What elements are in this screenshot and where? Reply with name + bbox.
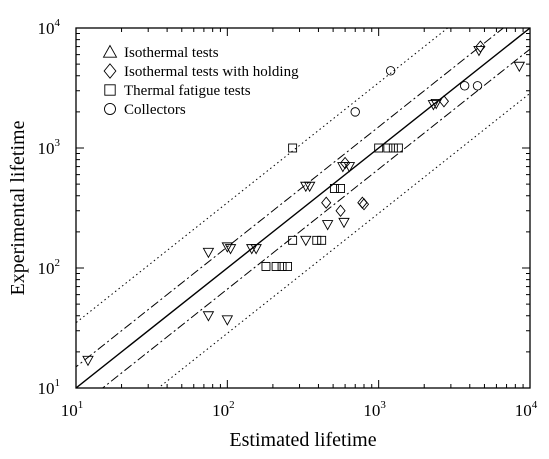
y-tick-label: 103	[38, 137, 61, 158]
x-tick-label: 101	[61, 399, 84, 420]
legend-label: Thermal fatigue tests	[124, 83, 251, 99]
x-tick-label: 104	[515, 399, 538, 420]
data-point-square	[277, 262, 287, 271]
data-point-triangle-down	[338, 217, 350, 229]
data-point-square	[329, 184, 339, 193]
data-point-triangle-down	[337, 162, 349, 173]
data-point-triangle-down	[202, 311, 215, 322]
legend-marker-diamond	[103, 63, 117, 79]
data-point-triangle-down	[221, 242, 234, 253]
data-point-triangle-down	[300, 235, 312, 247]
data-point-triangle-down	[303, 181, 316, 193]
data-point-triangle-down	[321, 220, 334, 231]
data-point-square	[317, 235, 327, 245]
data-point-triangle-down	[202, 247, 215, 259]
data-point-square	[261, 262, 271, 271]
data-point-diamond	[357, 196, 368, 209]
axis-ticks	[75, 28, 530, 389]
legend-label: Collectors	[124, 102, 186, 118]
data-point-square	[271, 262, 281, 271]
x-axis-label: Estimated lifetime	[229, 429, 376, 451]
data-point-triangle-down	[250, 244, 262, 255]
data-point-square	[374, 143, 384, 153]
data-point-circle	[385, 66, 396, 76]
data-point-diamond	[335, 204, 346, 217]
data-point-diamond	[321, 196, 332, 209]
legend-marker-circle	[104, 103, 116, 115]
plot-frame	[75, 27, 531, 389]
data-point-triangle-down	[430, 99, 442, 110]
x-tick-label: 102	[212, 399, 235, 420]
legend-marker-triangle-up	[102, 44, 118, 58]
data-point-square	[288, 143, 298, 153]
data-point-circle	[472, 81, 483, 91]
legend: Isothermal tests Isothermal tests with ho…	[102, 44, 299, 118]
legend-label: Isothermal tests with holding	[124, 64, 299, 80]
data-point-square	[388, 143, 398, 153]
data-point-triangle-down	[473, 46, 485, 57]
y-tick-label: 101	[38, 377, 61, 398]
x-tick-label: 103	[363, 399, 386, 420]
data-point-square	[283, 262, 293, 271]
y-tick-label: 104	[38, 17, 61, 38]
data-point-circle	[350, 107, 360, 117]
data-point-circle	[459, 81, 470, 91]
data-point-triangle-down	[427, 100, 440, 111]
data-markers	[82, 40, 526, 367]
y-axis-label: Experimental lifetime	[7, 120, 29, 295]
y-tick-label: 102	[38, 257, 61, 278]
data-point-diamond	[438, 95, 450, 108]
legend-marker-square	[104, 84, 116, 96]
data-point-triangle-down	[82, 355, 94, 367]
data-point-square	[288, 235, 298, 245]
data-point-square	[312, 235, 322, 245]
data-point-triangle-down	[224, 244, 237, 255]
data-point-triangle-down	[221, 315, 234, 326]
data-point-triangle-down	[513, 61, 526, 73]
data-point-diamond	[358, 198, 370, 211]
data-point-square	[336, 184, 346, 193]
data-point-square	[383, 143, 393, 153]
data-point-square	[393, 143, 403, 153]
legend-label: Isothermal tests	[124, 45, 219, 61]
data-point-triangle-down	[343, 162, 356, 173]
reference-line-dotted-3	[76, 28, 449, 324]
